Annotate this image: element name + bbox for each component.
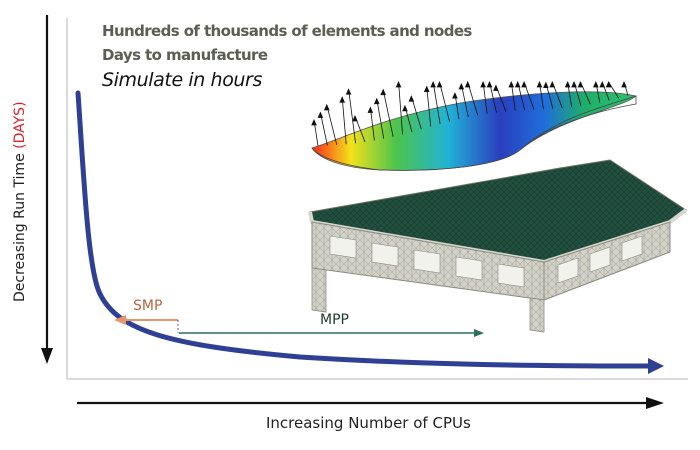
force-vector-head: [311, 119, 317, 126]
force-vector: [467, 81, 479, 116]
y-axis-label-unit: (DAYS): [12, 101, 28, 149]
mpp-arrow: [179, 329, 484, 337]
force-vector: [320, 112, 328, 146]
force-vector-head: [536, 81, 543, 88]
force-vector-head: [486, 81, 493, 88]
force-vector: [398, 81, 403, 135]
x-axis-label: Increasing Number of CPUs: [266, 414, 471, 432]
force-vector: [376, 98, 385, 139]
force-vector: [460, 83, 469, 118]
force-vector-head: [599, 81, 606, 88]
force-vector: [426, 86, 432, 127]
force-vector-head: [367, 106, 374, 113]
force-vector-head: [514, 81, 521, 88]
force-vector: [410, 96, 422, 130]
force-vector-head: [564, 81, 571, 88]
force-vector-head: [380, 88, 386, 96]
force-vector: [439, 81, 450, 122]
heading-manufacture-time: Days to manufacture: [102, 46, 268, 64]
force-vector-head: [373, 97, 380, 105]
x-axis-arrow: [77, 397, 664, 409]
force-vector: [348, 89, 356, 144]
force-vector: [432, 81, 441, 125]
force-vector-head: [593, 81, 599, 88]
force-vector: [369, 107, 375, 141]
bridge-model-illustration: [308, 159, 688, 333]
force-vector-head: [549, 81, 556, 88]
force-vector-head: [577, 81, 584, 88]
force-vector-head: [521, 81, 527, 88]
force-vector-head: [493, 84, 499, 91]
stress-plot-illustration: [311, 81, 637, 171]
force-vector: [341, 97, 347, 145]
force-vector-head: [605, 81, 612, 88]
force-vector-head: [402, 104, 408, 112]
runtime-curve: [75, 90, 664, 374]
force-vector-head: [423, 85, 430, 92]
force-vector-head: [621, 81, 627, 88]
force-vector-head: [464, 81, 471, 88]
heading-simulate-hours: Simulate in hours: [102, 69, 262, 91]
force-vector: [326, 104, 338, 146]
force-vector-head: [323, 103, 330, 111]
y-axis-label-main: Decreasing Run Time: [12, 148, 28, 302]
force-vector-head: [408, 95, 415, 102]
mpp-label: MPP: [320, 312, 349, 328]
force-vector: [608, 81, 619, 99]
force-vector-head: [480, 81, 486, 88]
force-vector-head: [317, 111, 324, 118]
force-vector-head: [352, 115, 358, 122]
smp-arrow: [114, 315, 179, 333]
force-vector-head: [345, 88, 352, 95]
force-vector-head: [543, 81, 549, 89]
force-vector-head: [452, 92, 458, 99]
force-vector-head: [571, 81, 577, 88]
force-vector-head: [339, 96, 345, 103]
heading-elements-nodes: Hundreds of thousands of elements and no…: [102, 22, 472, 40]
smp-label: SMP: [133, 298, 163, 314]
force-vector-head: [395, 81, 402, 88]
plot-frame: [66, 18, 688, 380]
force-vector-head: [458, 83, 465, 90]
y-axis-label: Decreasing Run Time (DAYS): [12, 101, 28, 302]
y-axis-arrow: [41, 15, 53, 364]
force-vector-head: [436, 81, 443, 88]
force-vector: [382, 89, 394, 137]
force-vector-head: [430, 81, 436, 88]
force-vector-head: [508, 81, 515, 88]
